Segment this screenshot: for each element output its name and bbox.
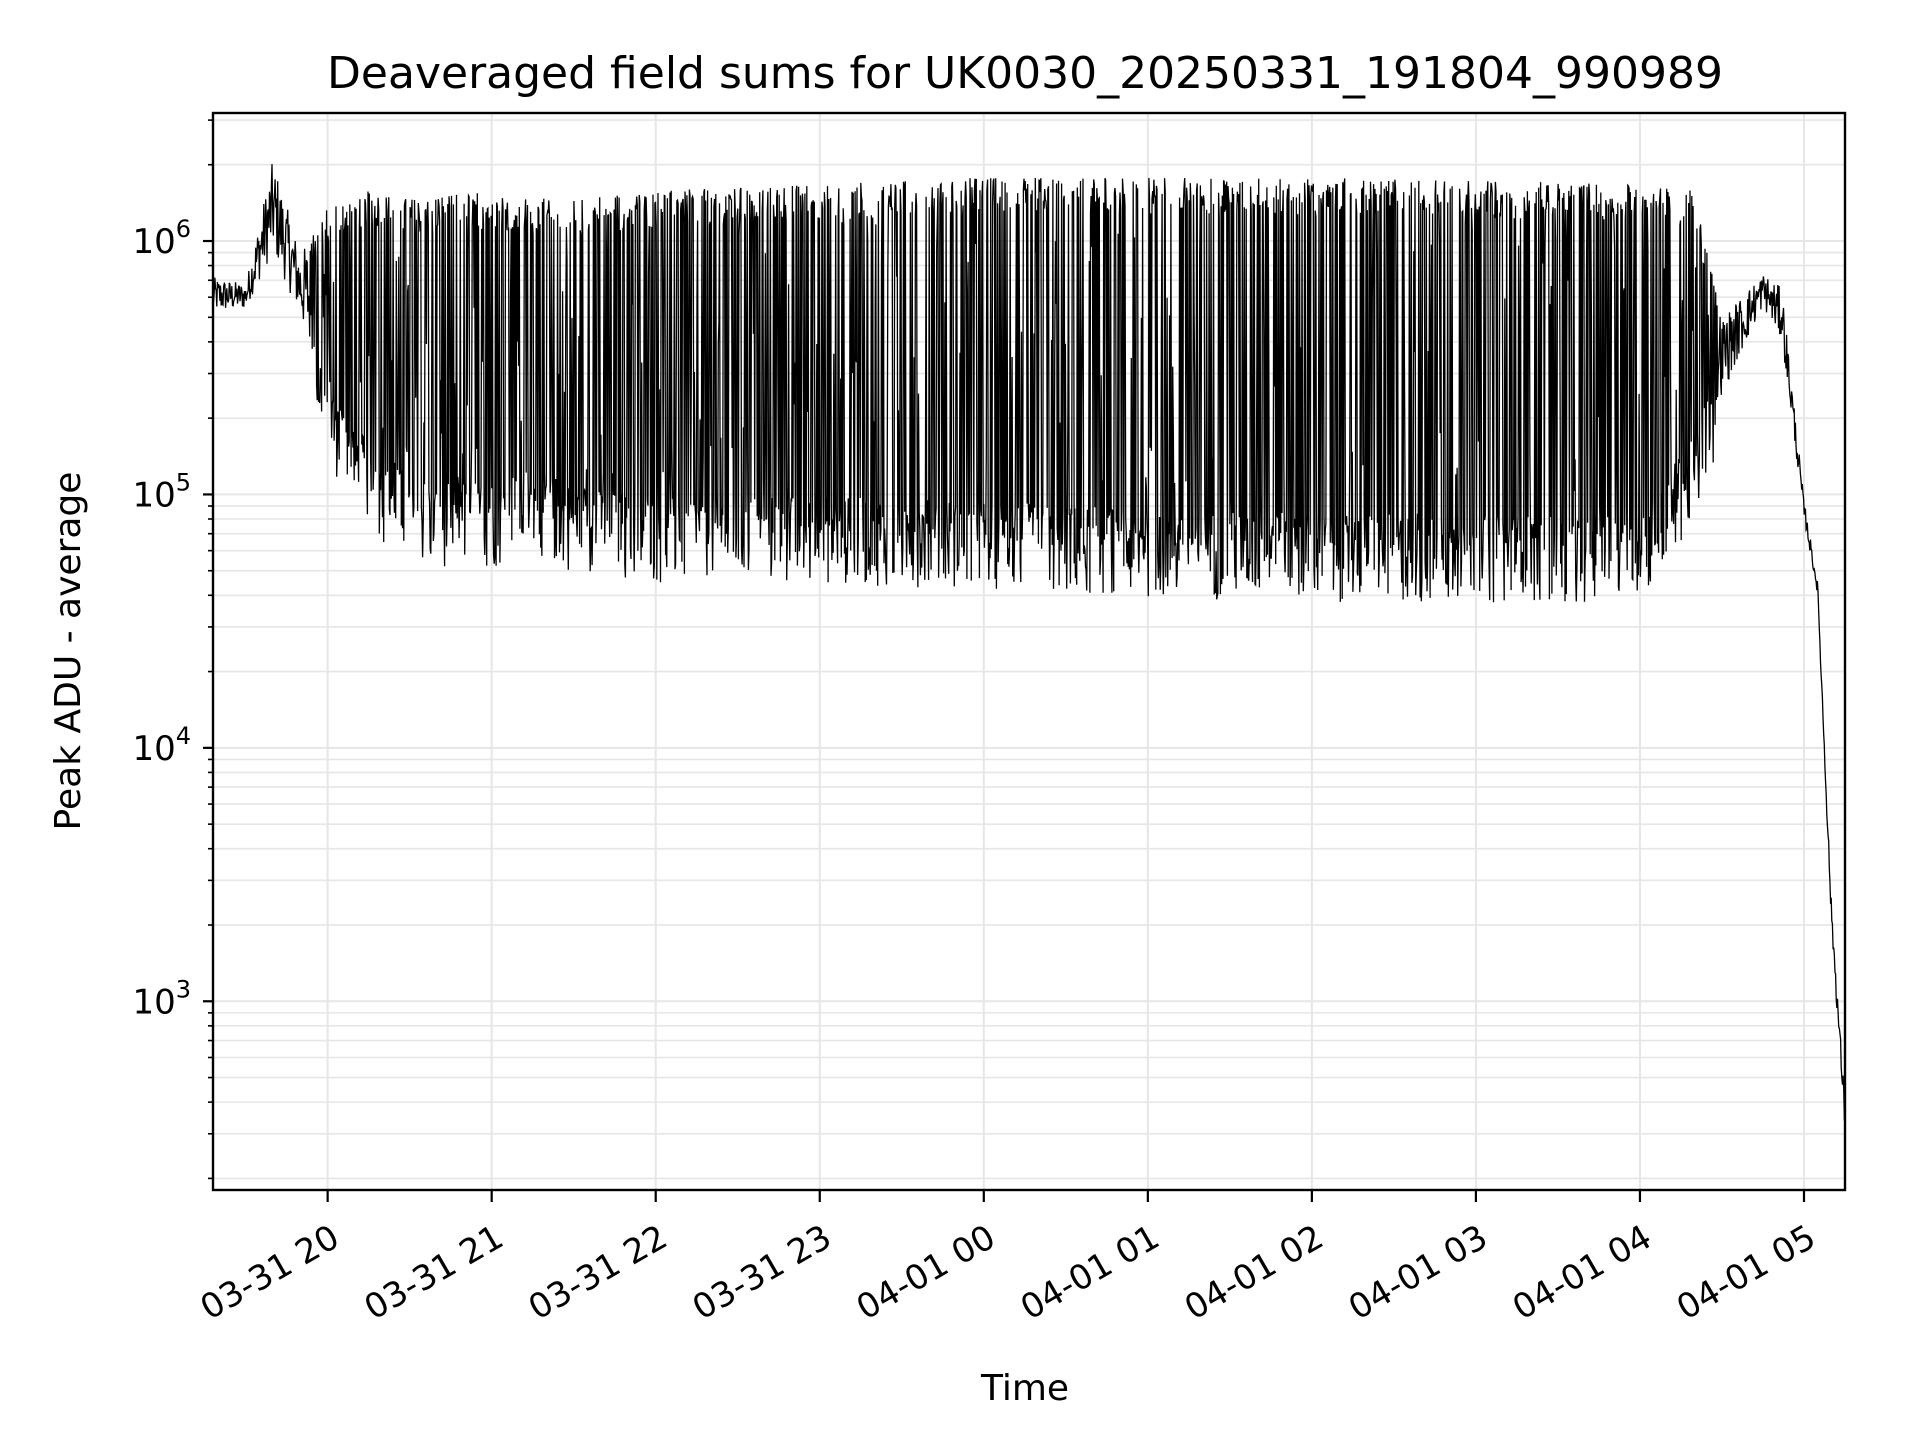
y-tick-label: 103 xyxy=(132,975,191,1022)
chart-title: Deaveraged field sums for UK0030_2025033… xyxy=(327,48,1723,99)
grid xyxy=(213,113,1845,1190)
y-axis: 103 104 105 106 xyxy=(132,119,213,1180)
x-axis-label: Time xyxy=(980,1368,1069,1409)
y-tick-label: 104 xyxy=(132,722,191,769)
y-tick-label: 105 xyxy=(132,468,191,515)
y-axis-label: Peak ADU - average xyxy=(48,472,89,831)
data-line xyxy=(212,164,1846,1122)
series-line xyxy=(212,164,1846,1122)
plot-frame xyxy=(211,111,1847,1192)
y-tick-label: 106 xyxy=(132,215,191,262)
